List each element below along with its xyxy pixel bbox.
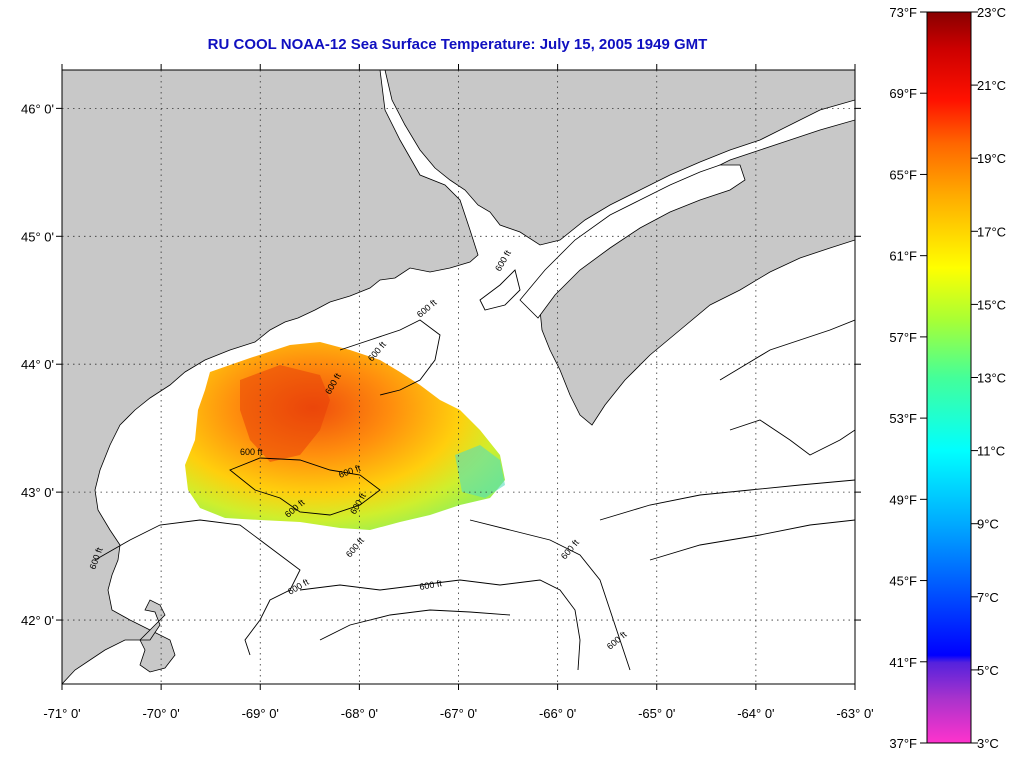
lon-label-6: -65° 0' (638, 706, 675, 721)
colorbar-c-label-10: 3°C (977, 736, 999, 751)
lat-label-0: 42° 0' (21, 613, 54, 628)
colorbar-f-label-4: 57°F (889, 330, 917, 345)
lon-label-1: -70° 0' (142, 706, 179, 721)
map-title: RU COOL NOAA-12 Sea Surface Temperature:… (207, 36, 708, 53)
colorbar-c-label-0: 23°C (977, 5, 1006, 20)
lat-label-4: 46° 0' (21, 101, 54, 116)
colorbar-f-label-6: 49°F (889, 492, 917, 507)
colorbar-c-label-4: 15°C (977, 297, 1006, 312)
lon-label-5: -66° 0' (539, 706, 576, 721)
lat-label-1: 43° 0' (21, 485, 54, 500)
lon-label-0: -71° 0' (43, 706, 80, 721)
lon-label-7: -64° 0' (737, 706, 774, 721)
colorbar-f-label-7: 45°F (889, 574, 917, 589)
axis-ticks: -71° 0' -70° 0' -69° 0' -68° 0' -67° 0' -66° … (21, 64, 874, 721)
depth-contours (94, 269, 855, 671)
colorbar-c-label-3: 17°C (977, 224, 1006, 239)
lon-label-3: -68° 0' (341, 706, 378, 721)
contour-label-7: 600 ft (419, 578, 443, 592)
lon-label-8: -63° 0' (836, 706, 873, 721)
colorbar-f-label-5: 53°F (889, 411, 917, 426)
sst-cool-fringe (455, 445, 505, 498)
colorbar-f-label-2: 65°F (889, 167, 917, 182)
sst-hot-core (240, 365, 330, 462)
land-cape-cod (139, 599, 166, 641)
graticule (62, 70, 855, 684)
lat-label-2: 44° 0' (21, 357, 54, 372)
colorbar-f-label-0: 73°F (889, 5, 917, 20)
colorbar-labels: 73°F 69°F 65°F 61°F 57°F 53°F 49°F 45°F 41°F 37°F… (889, 5, 1006, 751)
contour-label-2: 600 ft (240, 447, 263, 457)
colorbar-c-label-6: 11°C (977, 444, 1005, 459)
colorbar-c-label-2: 19°C (977, 151, 1006, 166)
colorbar-c-label-8: 7°C (977, 590, 999, 605)
colorbar-c-label-7: 9°C (977, 517, 999, 532)
lat-label-3: 45° 0' (21, 229, 54, 244)
colorbar-f-label-8: 41°F (889, 655, 917, 670)
lon-label-2: -69° 0' (242, 706, 279, 721)
colorbar-f-label-3: 61°F (889, 249, 917, 264)
water-bay-of-fundy (519, 164, 746, 319)
colorbar-c-label-9: 5°C (977, 663, 999, 678)
colorbar-c-label-5: 13°C (977, 371, 1006, 386)
lon-label-4: -67° 0' (440, 706, 477, 721)
colorbar-f-label-1: 69°F (889, 86, 917, 101)
land-new-brunswick (384, 70, 855, 246)
colorbar-c-label-1: 21°C (977, 78, 1006, 93)
land-new-england (62, 70, 479, 684)
colorbar (926, 11, 972, 744)
colorbar-f-label-9: 37°F (889, 736, 917, 751)
